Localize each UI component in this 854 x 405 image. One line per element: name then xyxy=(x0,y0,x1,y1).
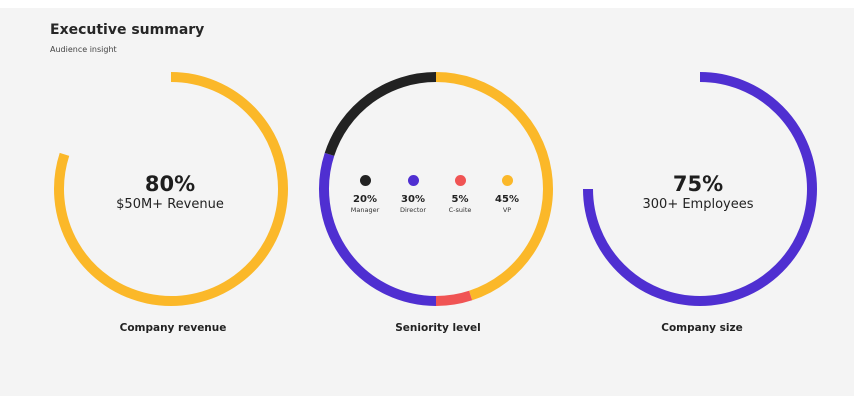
size-chart-title: Company size xyxy=(661,322,743,334)
legend-item-director: 30% Director xyxy=(388,175,438,214)
size-center-label: 300+ Employees xyxy=(642,197,754,212)
revenue-center-label: $50M+ Revenue xyxy=(116,197,224,212)
legend-item-c-suite: 5% C-suite xyxy=(435,175,485,214)
legend-dot xyxy=(407,175,419,186)
seniority-slice-director xyxy=(319,152,437,306)
legend-value: 30% xyxy=(401,194,425,205)
size-center-value: 75% xyxy=(672,172,724,196)
seniority-slice-manager xyxy=(324,72,437,156)
legend-value: 20% xyxy=(353,194,377,205)
legend-dot xyxy=(359,175,371,186)
seniority-chart-title: Seniority level xyxy=(395,322,481,334)
page-title: Executive summary xyxy=(50,22,205,38)
legend-name: C-suite xyxy=(448,206,472,214)
size-ring-arc xyxy=(583,72,817,306)
legend-value: 5% xyxy=(451,194,469,205)
seniority-slice-c-suite xyxy=(435,290,473,306)
legend-name: VP xyxy=(502,206,512,214)
seniority-slice-vp xyxy=(435,72,553,301)
revenue-center-value: 80% xyxy=(144,172,196,196)
legend-dot xyxy=(454,175,466,186)
page-subtitle: Audience insight xyxy=(50,45,117,54)
legend-item-vp: 45% VP xyxy=(482,175,532,214)
legend-dot xyxy=(501,175,513,186)
legend-name: Manager xyxy=(350,206,380,214)
legend-item-manager: 20% Manager xyxy=(340,175,390,214)
legend-value: 45% xyxy=(495,194,519,205)
legend-name: Director xyxy=(399,206,427,214)
revenue-chart-title: Company revenue xyxy=(119,322,227,334)
revenue-ring-arc xyxy=(54,72,288,306)
